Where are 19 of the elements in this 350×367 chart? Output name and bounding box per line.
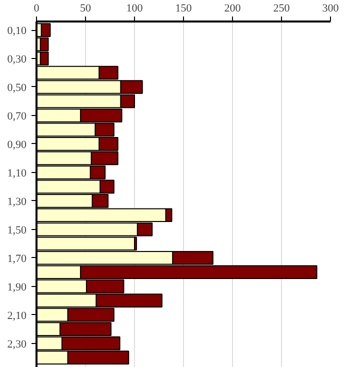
y-tick-label: 1,90 (7, 281, 27, 294)
y-tick-label: 1,50 (7, 224, 27, 236)
y-tick-label: 1,30 (7, 196, 27, 208)
x-tick-label: 300 (322, 2, 340, 14)
x-tick-label: 150 (175, 2, 192, 14)
y-tick-label: 0,50 (7, 82, 27, 94)
y-tick-label: 0,10 (7, 25, 27, 38)
y-tick-label: 0,90 (7, 138, 27, 151)
y-tick-label: 2,10 (7, 310, 27, 322)
x-tick-label: 50 (80, 2, 92, 14)
x-tick-label: 100 (126, 2, 144, 14)
y-tick-label: 0,70 (7, 110, 27, 122)
x-tick-label: 200 (224, 2, 242, 14)
x-tick-label: 250 (273, 2, 290, 14)
y-tick-label: 0,30 (7, 54, 27, 66)
y-tick-label: 1,10 (7, 167, 27, 180)
y-tick-label: 2,30 (7, 338, 27, 350)
x-tick-label: 0 (34, 2, 40, 14)
y-tick-label: 1,70 (7, 252, 27, 265)
